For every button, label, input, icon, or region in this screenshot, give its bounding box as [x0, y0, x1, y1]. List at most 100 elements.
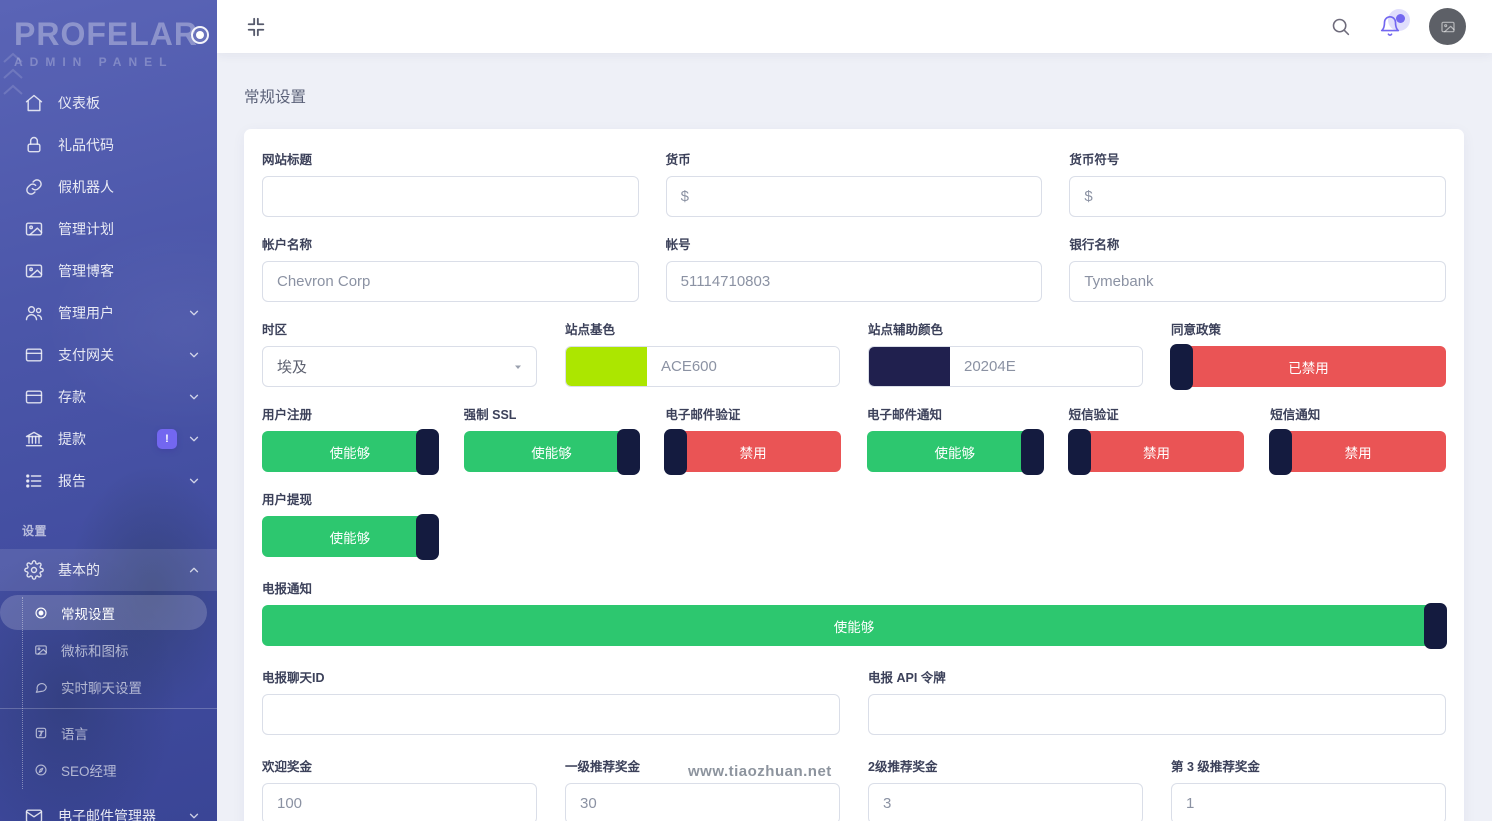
site-secondary-color-input[interactable] [950, 347, 1142, 386]
notifications-bell-icon[interactable] [1379, 8, 1410, 39]
search-icon[interactable] [1327, 14, 1353, 40]
telegram-notification-toggle[interactable]: 使能够 [262, 602, 1447, 649]
sidebar-item-label: 管理计划 [58, 221, 114, 237]
submenu-item-label: 语言 [61, 726, 88, 742]
email-verification-toggle[interactable]: 禁用 [664, 428, 841, 475]
basic-submenu: 常规设置 微标和图标 实时聊天设置 语言 SEO经理 [0, 591, 217, 795]
sidebar-item-manage-plans[interactable]: 管理计划 [0, 208, 217, 250]
field-label: 站点辅助颜色 [868, 323, 944, 337]
chevron-down-icon [187, 390, 201, 404]
sidebar-item-email-manager[interactable]: 电子邮件管理器 [0, 795, 217, 821]
sidebar-item-fake-bots[interactable]: 假机器人 [0, 166, 217, 208]
submenu-item-seo-manager[interactable]: SEO经理 [0, 752, 207, 787]
timezone-select[interactable]: 埃及 [262, 346, 537, 387]
field-label: 一级推荐奖金 [565, 760, 641, 774]
timezone-value: 埃及 [277, 359, 308, 376]
notification-dot [1396, 13, 1405, 23]
toggle-state-text: 使能够 [934, 445, 976, 461]
color-swatch[interactable] [566, 347, 647, 386]
settings-card: 网站标题 货币 货币符号 帐户名称 帐号 [244, 129, 1464, 821]
submenu-item-live-chat-settings[interactable]: 实时聊天设置 [0, 669, 207, 704]
sidebar-item-payment-gateways[interactable]: 支付网关 [0, 334, 217, 376]
credit-card-icon [24, 345, 44, 365]
field-label: 货币 [665, 153, 691, 167]
field-label: 电子邮件验证 [665, 408, 741, 422]
email-notification-toggle[interactable]: 使能够 [866, 428, 1044, 475]
sidebar-item-label: 礼品代码 [58, 137, 114, 153]
content-area: 常规设置 网站标题 货币 货币符号 帐户名 [217, 53, 1492, 821]
sidebar-item-label: 管理用户 [58, 305, 114, 321]
sidebar-item-basic[interactable]: 基本的 [0, 549, 217, 591]
field-label: 同意政策 [1171, 323, 1222, 337]
topbar [217, 0, 1492, 53]
sidebar-item-label: 支付网关 [58, 347, 114, 363]
field-label: 帐号 [665, 238, 691, 252]
sidebar-item-deposits[interactable]: 存款 [0, 376, 217, 418]
toggle-state-text: 禁用 [1344, 445, 1372, 461]
sidebar-item-label: 假机器人 [58, 179, 114, 195]
sidebar-divider [0, 708, 217, 709]
sidebar-nav: 仪表板 礼品代码 假机器人 管理计划 管理博客 管理用户 [0, 82, 217, 821]
currency-input[interactable] [665, 176, 1043, 217]
toggle-handle [415, 428, 439, 475]
sidebar-item-reports[interactable]: 报告 [0, 460, 217, 502]
compress-icon[interactable] [243, 14, 269, 40]
toggle-handle [1170, 343, 1193, 390]
welcome-bonus-input[interactable] [262, 783, 537, 821]
compass-icon [34, 763, 48, 777]
sidebar-section-settings: 设置 [22, 524, 48, 538]
link-icon [24, 177, 44, 197]
telegram-api-token-input[interactable] [868, 694, 1446, 735]
user-withdraw-toggle[interactable]: 使能够 [262, 513, 439, 560]
image-icon [24, 219, 44, 239]
field-label: 欢迎奖金 [262, 760, 313, 774]
toggle-state-text: 使能够 [329, 530, 371, 546]
referral-bonus-l1-input[interactable] [565, 783, 840, 821]
user-registration-toggle[interactable]: 使能够 [262, 428, 439, 475]
field-label: 电子邮件通知 [866, 408, 942, 422]
sidebar-item-label: 存款 [58, 389, 86, 405]
site-secondary-color-field [868, 346, 1143, 387]
submenu-item-language[interactable]: 语言 [0, 715, 207, 750]
chevron-down-icon [187, 306, 201, 320]
sidebar-item-label: 电子邮件管理器 [58, 808, 156, 821]
avatar[interactable] [1429, 8, 1466, 45]
sidebar-item-withdrawals[interactable]: 提款 ! [0, 418, 217, 460]
color-swatch[interactable] [869, 347, 950, 386]
language-icon [34, 726, 48, 740]
sms-notification-toggle[interactable]: 禁用 [1269, 428, 1446, 475]
sms-verification-toggle[interactable]: 禁用 [1067, 428, 1245, 475]
submenu-item-logo-and-icons[interactable]: 微标和图标 [0, 632, 207, 667]
sidebar-item-dashboard[interactable]: 仪表板 [0, 82, 217, 124]
account-number-input[interactable] [665, 261, 1043, 302]
toggle-handle [1020, 428, 1044, 475]
sidebar-item-label: 管理博客 [58, 263, 114, 279]
currency-symbol-input[interactable] [1069, 176, 1447, 217]
bank-name-input[interactable] [1069, 261, 1447, 302]
telegram-chat-id-input[interactable] [262, 694, 840, 735]
referral-bonus-l3-input[interactable] [1171, 783, 1446, 821]
site-base-color-input[interactable] [647, 347, 839, 386]
submenu-item-general-settings[interactable]: 常规设置 [0, 595, 207, 630]
sidebar-item-manage-users[interactable]: 管理用户 [0, 292, 217, 334]
field-label: 时区 [262, 323, 288, 337]
force-ssl-toggle[interactable]: 使能够 [463, 428, 641, 475]
agree-policy-toggle[interactable]: 已禁用 [1170, 343, 1446, 390]
sidebar: PROFELAR ADMIN PANEL 仪表板 礼品代码 假机器人 管理计划 [0, 0, 217, 821]
toggle-state-text: 已禁用 [1288, 360, 1329, 376]
mail-icon [24, 806, 44, 821]
list-icon [24, 471, 44, 491]
submenu-item-label: SEO经理 [61, 763, 117, 779]
field-label: 短信验证 [1068, 408, 1119, 422]
sidebar-item-manage-blogs[interactable]: 管理博客 [0, 250, 217, 292]
chevron-down-icon [187, 432, 201, 446]
sidebar-pin-toggle[interactable] [191, 26, 209, 44]
site-title-input[interactable] [262, 176, 639, 217]
account-name-input[interactable] [262, 261, 639, 302]
sidebar-item-gift-codes[interactable]: 礼品代码 [0, 124, 217, 166]
chevron-down-icon [512, 361, 524, 373]
chat-icon [34, 680, 48, 694]
referral-bonus-l2-input[interactable] [868, 783, 1143, 821]
field-label: 2级推荐奖金 [868, 760, 938, 774]
toggle-state-text: 禁用 [1142, 445, 1170, 461]
